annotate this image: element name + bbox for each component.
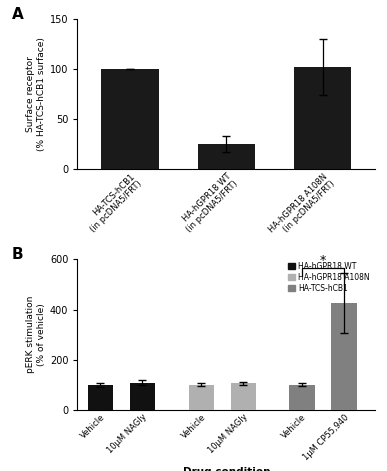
X-axis label: Drug condition: Drug condition xyxy=(183,467,270,471)
Bar xyxy=(88,385,113,410)
Bar xyxy=(197,144,255,169)
Text: A: A xyxy=(12,7,24,22)
Text: B: B xyxy=(12,247,24,262)
Bar xyxy=(231,383,256,410)
Text: *: * xyxy=(320,254,326,267)
Y-axis label: pERK stimulation
(% of vehicle): pERK stimulation (% of vehicle) xyxy=(26,296,46,374)
Bar xyxy=(289,385,315,410)
Bar xyxy=(101,69,159,169)
Bar xyxy=(331,303,356,410)
Bar xyxy=(294,67,351,169)
Bar xyxy=(130,383,155,410)
Legend: HA-hGPR18 WT, HA-hGPR18 A108N, HA-TCS-hCB1: HA-hGPR18 WT, HA-hGPR18 A108N, HA-TCS-hC… xyxy=(286,260,372,294)
Bar xyxy=(188,385,214,410)
Y-axis label: Surface receptor
(% HA-TCS-hCB1 surface): Surface receptor (% HA-TCS-hCB1 surface) xyxy=(26,37,46,151)
